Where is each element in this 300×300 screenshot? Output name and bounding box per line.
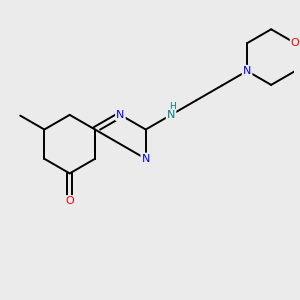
- Text: N: N: [142, 154, 150, 164]
- Text: N: N: [167, 110, 175, 120]
- Text: O: O: [291, 38, 300, 48]
- Text: N: N: [243, 66, 251, 76]
- Text: H: H: [169, 102, 176, 111]
- Text: O: O: [65, 196, 74, 206]
- Text: N: N: [116, 110, 124, 120]
